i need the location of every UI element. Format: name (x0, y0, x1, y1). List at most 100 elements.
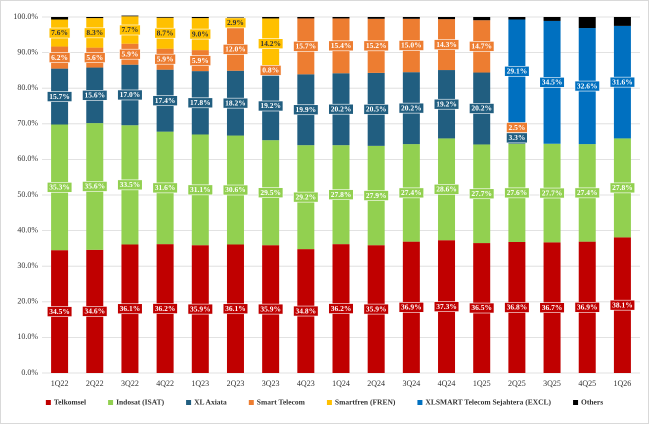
value-label: 18.2% (225, 98, 246, 107)
value-label-box (433, 184, 460, 195)
x-tick-label: 2Q24 (367, 379, 385, 388)
bar-segment (508, 17, 526, 20)
bar-segment (543, 17, 561, 21)
value-label: 5.9% (192, 56, 209, 65)
x-tick-label: 1Q24 (332, 379, 350, 388)
value-label: 8.3% (86, 28, 103, 37)
bar-segment (156, 17, 174, 18)
x-tick-label: 1Q26 (614, 379, 632, 388)
value-label: 28.6% (436, 185, 457, 194)
value-label-box (117, 89, 143, 101)
value-label-box (258, 187, 284, 198)
value-label: 17.8% (190, 98, 211, 107)
value-label-box (504, 65, 530, 77)
value-label: 19.2% (260, 101, 281, 110)
value-label-box (46, 182, 73, 193)
x-tick-label: 1Q25 (473, 379, 491, 388)
x-tick-label: 3Q25 (543, 379, 561, 388)
y-tick-label: 20.0% (17, 297, 38, 306)
value-label-box (119, 24, 141, 36)
value-label: 5.6% (86, 53, 103, 62)
value-label-box (469, 41, 495, 52)
value-label: 6.2% (51, 53, 68, 62)
legend-label: Smart Telecom (257, 398, 306, 407)
y-tick-label: 10.0% (17, 332, 38, 341)
x-tick-label: 2Q23 (227, 379, 245, 388)
value-label-box (469, 302, 495, 314)
value-label-box (539, 77, 565, 88)
value-label: 15.4% (331, 41, 352, 50)
bar-segment (226, 17, 244, 18)
bar-segment (613, 17, 631, 26)
y-tick-label: 80.0% (17, 83, 38, 92)
value-label-box (433, 98, 460, 110)
value-label-box (187, 303, 213, 315)
value-label: 38.1% (612, 300, 633, 309)
value-label: 15.6% (84, 91, 105, 100)
value-label: 3.3% (508, 133, 525, 142)
value-label: 34.6% (84, 307, 105, 316)
value-label-box (398, 102, 424, 114)
value-label: 36.5% (471, 303, 492, 312)
legend-swatch (186, 400, 192, 405)
value-label-box (222, 97, 249, 109)
value-label: 32.6% (577, 81, 598, 90)
value-label: 27.8% (331, 190, 352, 199)
y-tick-label: 100.0% (13, 12, 38, 21)
value-label-box (46, 91, 73, 102)
value-label-box (574, 80, 600, 92)
legend-swatch (573, 400, 579, 405)
value-label-box (539, 302, 565, 313)
x-tick-label: 3Q23 (262, 379, 280, 388)
value-label: 31.6% (612, 77, 633, 86)
value-label-box (469, 103, 495, 114)
value-label: 20.2% (471, 104, 492, 113)
value-label: 36.2% (155, 304, 176, 313)
value-label-box (154, 27, 176, 39)
value-label-box (119, 48, 141, 60)
value-label-box (189, 55, 212, 66)
legend-label: Others (581, 398, 603, 407)
value-label: 2.9% (227, 18, 244, 27)
value-label-box (398, 40, 424, 51)
legend-swatch (108, 400, 114, 405)
value-label-box (222, 184, 249, 196)
value-label: 15.7% (296, 42, 317, 51)
value-label-box (363, 190, 389, 201)
value-label-box (504, 302, 530, 313)
value-label-box (506, 132, 528, 144)
value-label: 12.0% (225, 45, 246, 54)
x-tick-label: 2Q22 (86, 379, 104, 388)
value-label: 20.2% (331, 104, 352, 113)
value-label-box (328, 303, 354, 314)
value-label: 29.1% (507, 67, 528, 76)
value-label-box (293, 305, 319, 317)
value-label: 7.7% (122, 25, 139, 34)
value-label-box (84, 52, 106, 63)
bar-segment (367, 17, 385, 19)
value-label: 20.2% (401, 103, 422, 112)
bar-segment (402, 17, 420, 19)
value-label-box (574, 302, 600, 313)
x-tick-label: 4Q25 (578, 379, 596, 388)
value-label: 19.2% (436, 99, 457, 108)
x-tick-label: 4Q22 (156, 379, 174, 388)
y-tick-label: 60.0% (17, 154, 38, 163)
value-label-box (258, 38, 284, 50)
value-label: 15.0% (401, 41, 422, 50)
legend-label: XL Axiata (194, 398, 227, 407)
value-label-box (82, 306, 108, 317)
value-label: 15.2% (366, 41, 387, 50)
value-label: 27.4% (577, 188, 598, 197)
x-tick-label: 3Q24 (402, 379, 420, 388)
value-label-box (82, 181, 108, 192)
y-tick-label: 70.0% (17, 119, 38, 128)
value-label: 37.3% (436, 302, 457, 311)
value-label-box (433, 301, 460, 312)
value-label-box (328, 103, 354, 115)
y-tick-label: 90.0% (17, 47, 38, 56)
x-tick-label: 4Q23 (297, 379, 315, 388)
bar-segment (86, 17, 104, 19)
value-label-box (259, 65, 282, 76)
